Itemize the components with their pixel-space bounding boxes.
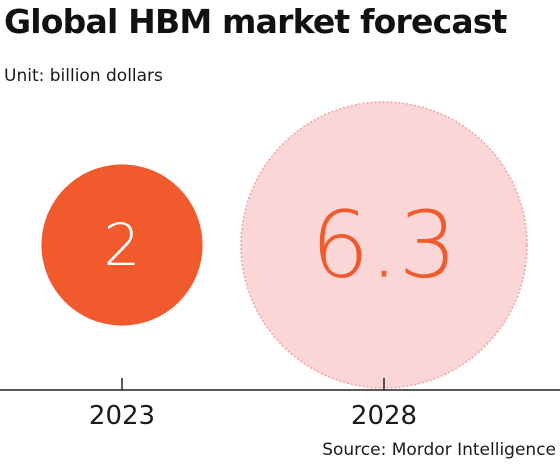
value-label-2028: 6.3 (311, 192, 457, 299)
value-label-2023: 2 (104, 211, 141, 279)
x-tick-label-2023: 2023 (89, 401, 155, 431)
chart-marks: 2 2023 6.3 2028 (41, 101, 528, 431)
source-note: Source: Mordor Intelligence (322, 440, 556, 460)
x-tick-label-2028: 2028 (351, 401, 417, 431)
chart-title: Global HBM market forecast (4, 2, 507, 41)
unit-label: Unit: billion dollars (4, 66, 163, 86)
bubble-2023 (41, 164, 203, 326)
